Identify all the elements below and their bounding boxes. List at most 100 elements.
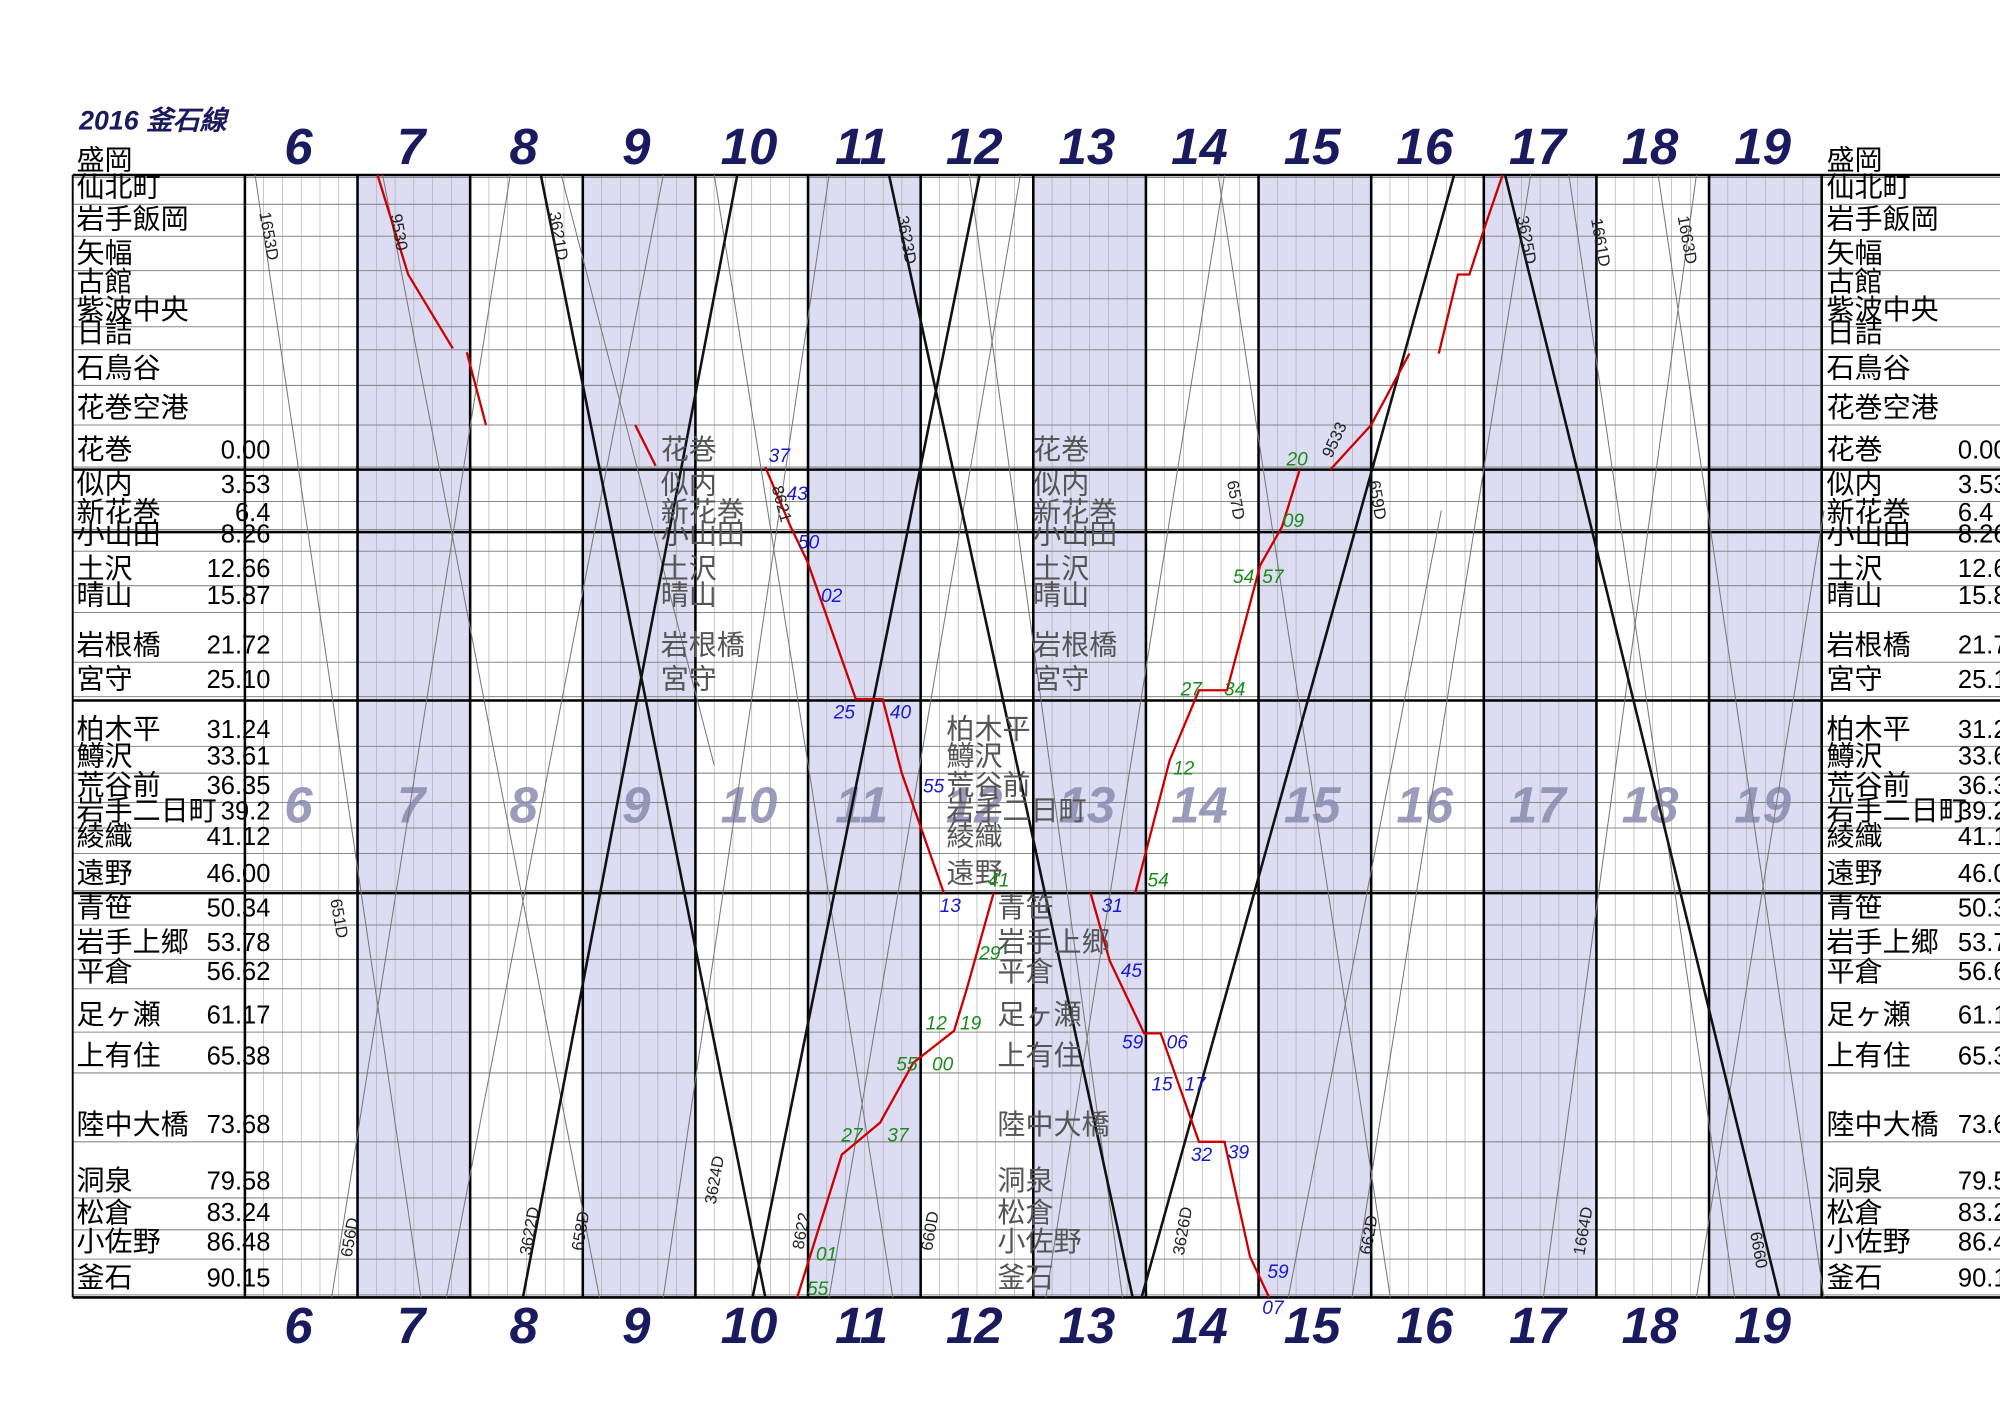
special-train-line [1329,353,1411,471]
station-name-right: 仙北町 [1827,171,1911,202]
local-train-line [331,174,511,1298]
inner-station-name: 晴山 [661,580,717,611]
local-train-line [1657,174,1825,1298]
inner-station-name: 釜石 [997,1262,1053,1293]
minute-label: 54 [1148,871,1169,892]
hour-label-bottom: 7 [397,1297,428,1354]
station-name-right: 陸中大橋 [1827,1109,1939,1140]
inner-station-name: 土沢 [1033,553,1089,584]
inner-station-name: 晴山 [1033,580,1089,611]
express-train-line [1140,174,1456,1298]
minute-label: 00 [932,1054,954,1075]
station-km-right: 50.34 [1958,894,2000,922]
station-km: 50.34 [207,894,271,922]
inner-station-name: 似内 [1033,469,1089,500]
minute-label: 25 [833,702,856,723]
hour-label-mid: 9 [622,776,651,833]
hour-label-mid: 19 [1734,776,1791,833]
station-km: 6.4 [235,499,270,527]
station-name-right: 上有住 [1827,1040,1911,1071]
minute-label: 13 [940,896,962,917]
station-name-right: 小佐野 [1827,1226,1911,1257]
station-name-right: 松倉 [1827,1197,1883,1228]
local-train-line [1045,174,1225,1298]
inner-station-name: 上有住 [997,1040,1081,1071]
station-name-right: 古館 [1827,266,1883,297]
inner-station-name: 岩手上郷 [997,927,1109,958]
station-km-right: 15.87 [1958,582,2000,610]
hour-label-mid: 12 [946,776,1003,833]
inner-station-name: 綾織 [946,821,1002,852]
express-train-line [1503,174,1781,1298]
station-name-right: 遠野 [1827,858,1883,889]
station-km: 15.87 [207,582,271,610]
station-km-right: 73.68 [1958,1111,2000,1139]
station-name: 新花巻 [77,497,161,528]
minute-label: 27 [840,1126,864,1147]
station-km: 56.62 [207,958,271,986]
local-train-line [662,174,830,1298]
station-km-right: 46.00 [1958,860,2000,888]
inner-station-name: 小山田 [1033,518,1117,549]
minute-label: 37 [887,1126,910,1147]
station-km-right: 61.17 [1958,1002,2000,1030]
hour-label-mid: 13 [1058,776,1115,833]
station-name: 石鳥谷 [77,353,161,384]
station-name: 仙北町 [77,171,161,202]
inner-station-name: 新花巻 [661,497,745,528]
minute-label: 09 [1283,511,1305,532]
minute-label: 19 [960,1014,982,1035]
station-name: 小山田 [77,518,161,549]
station-name: 荒谷前 [77,770,161,801]
station-name: 釜石 [77,1262,133,1293]
station-name: 岩手二日町 [77,795,217,826]
hour-label-top: 11 [835,118,888,175]
minute-label: 32 [1191,1145,1213,1166]
hour-label-bottom: 19 [1734,1297,1791,1354]
train-label: 3622D [516,1205,543,1256]
inner-station-name: 荒谷前 [946,770,1030,801]
hour-label-bottom: 8 [510,1297,539,1354]
station-km-right: 25.10 [1958,666,2000,694]
hour-label-bottom: 6 [284,1297,313,1354]
inner-station-name: 遠野 [946,858,1002,889]
local-train-line [1287,510,1442,1298]
hour-label-mid: 11 [835,776,888,833]
hour-label-top: 14 [1171,118,1228,175]
station-name: 似内 [77,469,133,500]
hour-label-top: 16 [1396,118,1453,175]
station-km: 53.78 [207,929,271,957]
inner-station-name: 宮守 [661,664,717,695]
minute-label: 57 [1262,567,1285,588]
express-train-line [887,174,1134,1298]
station-km-right: 36.35 [1958,772,2000,800]
train-label: 651D [326,897,352,939]
station-km: 61.17 [207,1002,271,1030]
station-name: 松倉 [77,1197,133,1228]
hour-label-top: 15 [1284,118,1341,175]
station-name: 盛岡 [77,145,133,176]
hour-label-bottom: 18 [1622,1297,1679,1354]
station-km-right: 3.53 [1958,471,2000,499]
station-name: 土沢 [77,553,133,584]
hour-label-mid: 14 [1171,776,1228,833]
hour-label-top: 7 [397,118,428,175]
train-label: 3621D [545,210,572,261]
hour-label-bottom: 17 [1509,1297,1568,1354]
minute-label: 07 [1262,1298,1285,1319]
station-name-right: 岩根橋 [1827,629,1911,660]
express-train-line [521,174,739,1298]
station-name: 柏木平 [77,714,161,745]
station-km-right: 83.24 [1958,1199,2000,1227]
inner-station-name: 小山田 [661,518,745,549]
minute-label: 17 [1185,1075,1208,1096]
station-km: 79.58 [207,1167,271,1195]
station-name: 遠野 [77,858,133,889]
hour-label-mid: 17 [1509,776,1568,833]
hour-label-mid: 15 [1284,776,1341,833]
station-name: 岩手飯岡 [77,203,189,234]
station-km: 3.53 [221,471,271,499]
minute-label: 12 [926,1014,948,1035]
inner-station-name: 宮守 [1033,664,1089,695]
